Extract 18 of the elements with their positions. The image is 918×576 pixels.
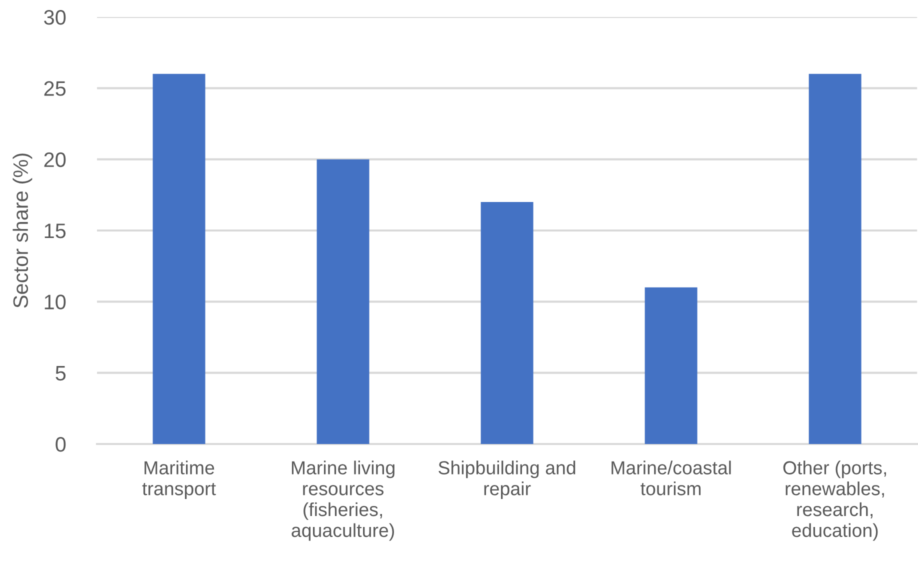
bar [808, 74, 862, 444]
bar [644, 287, 698, 444]
y-tick-label: 10 [44, 294, 66, 310]
y-tick-label: 25 [44, 81, 66, 96]
x-tick-label: Marine/coastal tourism [612, 460, 731, 496]
y-tick-label: 30 [44, 10, 66, 25]
x-tick-label: Other (ports, renewables, research, education) [783, 460, 886, 541]
bar [152, 74, 206, 444]
bar [316, 159, 370, 444]
x-tick-label: Maritime transport [142, 460, 216, 500]
bar [480, 202, 534, 444]
x-tick-label: Marine living resources (fisheries, aquaculture) [292, 460, 394, 541]
y-tick-label: 15 [44, 224, 66, 238]
x-tick-label: Shipbuilding and repair [438, 460, 576, 500]
y-tick-label: 20 [44, 152, 66, 168]
y-tick-label: 0 [56, 437, 66, 452]
y-axis-title: Sector share (%) [12, 154, 32, 308]
y-tick-label: 5 [56, 366, 66, 381]
